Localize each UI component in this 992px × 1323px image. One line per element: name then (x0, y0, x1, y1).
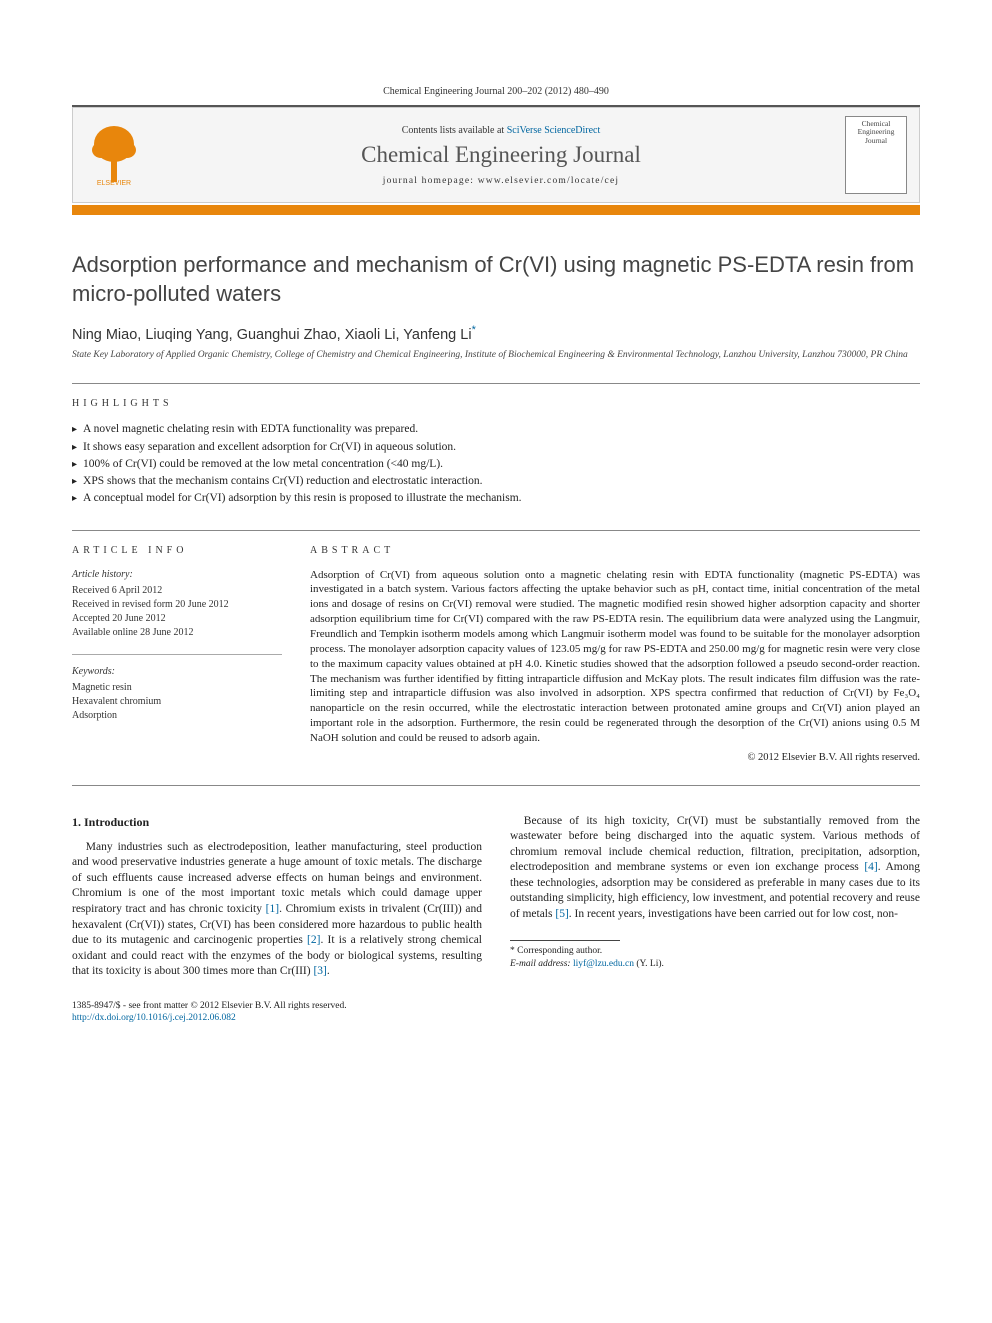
history-item: Available online 28 June 2012 (72, 626, 282, 640)
intro-paragraph: Many industries such as electrodepositio… (72, 840, 482, 980)
page-footer: 1385-8947/$ - see front matter © 2012 El… (72, 1000, 920, 1025)
authors-list: Ning Miao, Liuqing Yang, Guanghui Zhao, … (72, 327, 472, 343)
sciencedirect-link[interactable]: SciVerse ScienceDirect (507, 125, 601, 136)
info-divider (72, 654, 282, 655)
corresponding-mark: * (472, 324, 476, 336)
history-item: Accepted 20 June 2012 (72, 612, 282, 626)
svg-text:ELSEVIER: ELSEVIER (97, 180, 131, 186)
affiliation: State Key Laboratory of Applied Organic … (72, 349, 920, 361)
email-author-name: (Y. Li). (636, 959, 664, 969)
history-heading: Article history: (72, 568, 282, 582)
keyword: Adsorption (72, 709, 282, 723)
keywords-heading: Keywords: (72, 665, 282, 679)
abstract-label: ABSTRACT (310, 545, 920, 556)
contents-available: Contents lists available at SciVerse Sci… (157, 125, 845, 136)
elsevier-logo: ELSEVIER (85, 124, 143, 186)
contents-prefix: Contents lists available at (402, 125, 507, 136)
highlights-list: A novel magnetic chelating resin with ED… (72, 421, 920, 507)
history-item: Received in revised form 20 June 2012 (72, 598, 282, 612)
homepage-prefix: journal homepage: (383, 176, 478, 186)
ref-link[interactable]: [4] (864, 861, 877, 873)
keywords-block: Keywords: Magnetic resin Hexavalent chro… (72, 665, 282, 723)
corr-author-label: * Corresponding author. (510, 945, 920, 957)
body-two-column: 1. Introduction Many industries such as … (72, 814, 920, 980)
journal-homepage: journal homepage: www.elsevier.com/locat… (157, 176, 845, 186)
highlight-item: It shows easy separation and excellent a… (72, 439, 920, 456)
citation-line: Chemical Engineering Journal 200–202 (20… (72, 86, 920, 97)
abstract-column: ABSTRACT Adsorption of Cr(VI) from aqueo… (310, 545, 920, 763)
ref-link[interactable]: [2] (307, 934, 320, 946)
article-history: Article history: Received 6 April 2012 R… (72, 568, 282, 640)
thumb-line3: Journal (849, 137, 903, 145)
divider (72, 383, 920, 384)
abstract-text: Adsorption of Cr(VI) from aqueous soluti… (310, 568, 920, 746)
highlight-item: 100% of Cr(VI) could be removed at the l… (72, 456, 920, 473)
intro-heading: 1. Introduction (72, 814, 482, 830)
orange-rule (72, 205, 920, 215)
highlight-item: A conceptual model for Cr(VI) adsorption… (72, 490, 920, 507)
journal-header: ELSEVIER Contents lists available at Sci… (72, 107, 920, 203)
journal-cover-thumb: Chemical Engineering Journal (845, 116, 907, 194)
keyword: Hexavalent chromium (72, 695, 282, 709)
homepage-url[interactable]: www.elsevier.com/locate/cej (478, 176, 620, 186)
ref-link[interactable]: [1] (266, 903, 279, 915)
ref-link[interactable]: [3] (313, 965, 326, 977)
highlights-section: HIGHLIGHTS A novel magnetic chelating re… (72, 398, 920, 507)
highlights-label: HIGHLIGHTS (72, 398, 920, 409)
issn-line: 1385-8947/$ - see front matter © 2012 El… (72, 1000, 347, 1012)
journal-name: Chemical Engineering Journal (157, 142, 845, 168)
divider (72, 530, 920, 531)
highlight-item: A novel magnetic chelating resin with ED… (72, 421, 920, 438)
intro-paragraph: Because of its high toxicity, Cr(VI) mus… (510, 814, 920, 923)
doi-link[interactable]: http://dx.doi.org/10.1016/j.cej.2012.06.… (72, 1013, 236, 1023)
highlight-item: XPS shows that the mechanism contains Cr… (72, 473, 920, 490)
article-info-column: ARTICLE INFO Article history: Received 6… (72, 545, 282, 763)
history-item: Received 6 April 2012 (72, 584, 282, 598)
article-info-label: ARTICLE INFO (72, 545, 282, 556)
corresponding-footnote: * Corresponding author. E-mail address: … (510, 945, 920, 970)
email-label: E-mail address: (510, 959, 571, 969)
abstract-copyright: © 2012 Elsevier B.V. All rights reserved… (310, 752, 920, 763)
ref-link[interactable]: [5] (555, 908, 568, 920)
email-link[interactable]: liyf@lzu.edu.cn (573, 959, 634, 969)
authors: Ning Miao, Liuqing Yang, Guanghui Zhao, … (72, 324, 920, 343)
keyword: Magnetic resin (72, 681, 282, 695)
divider (72, 785, 920, 786)
article-title: Adsorption performance and mechanism of … (72, 251, 920, 308)
footnote-rule (510, 940, 620, 941)
